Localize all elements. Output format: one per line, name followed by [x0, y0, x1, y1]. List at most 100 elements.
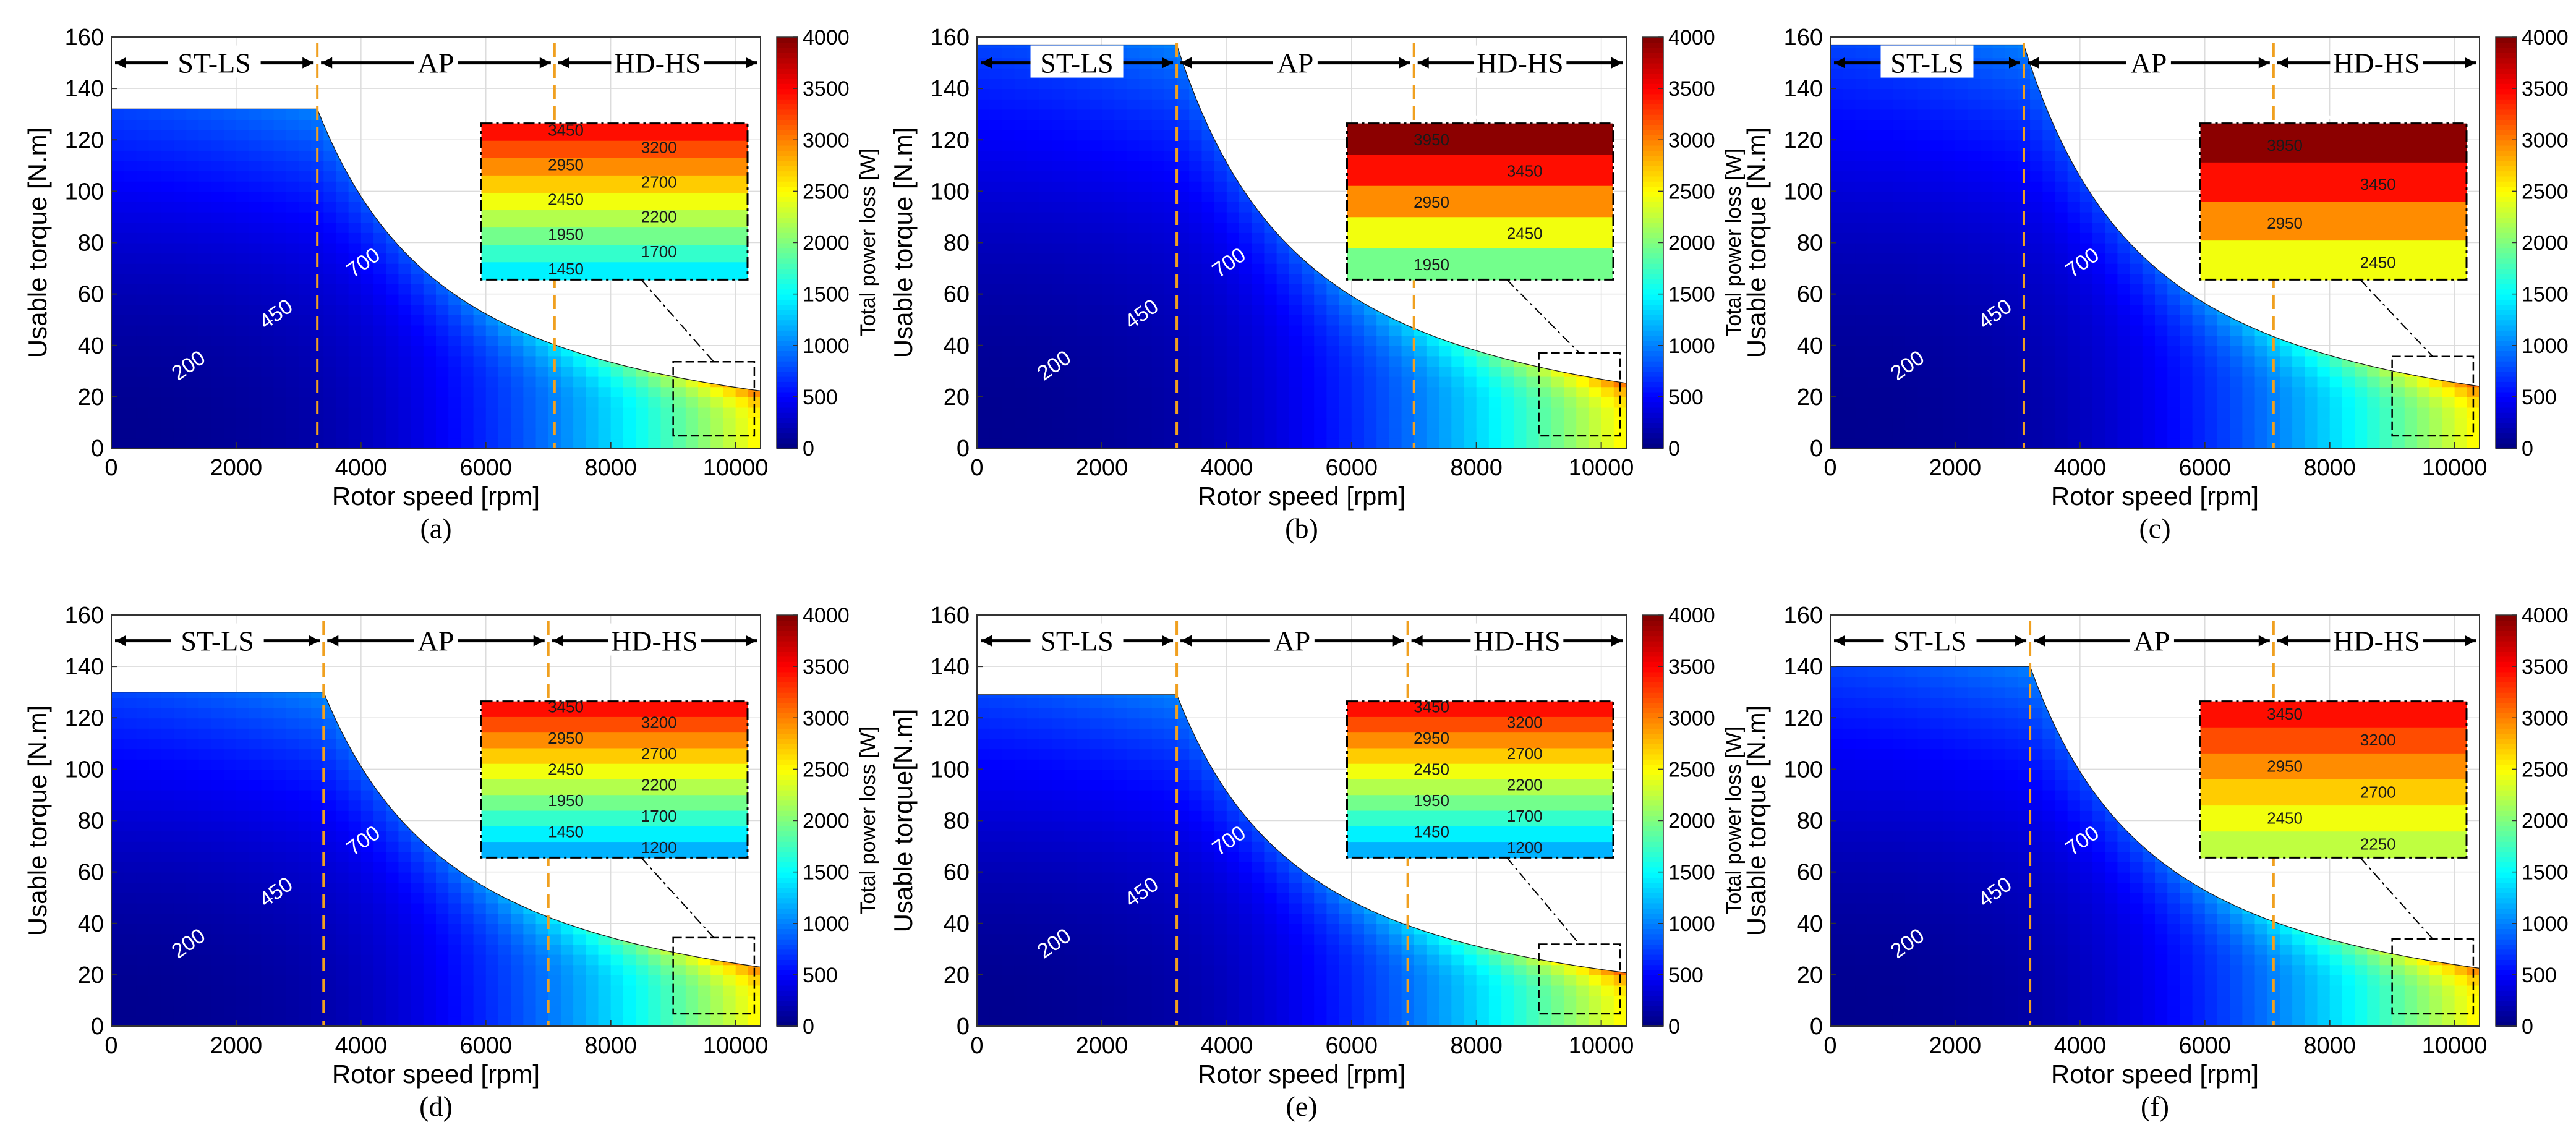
colorbar-segment — [1642, 57, 1663, 64]
heat-cell — [1351, 335, 1365, 346]
heat-cell — [211, 160, 224, 172]
heat-cell — [1930, 191, 1943, 202]
heat-cell — [111, 191, 125, 202]
heat-cell — [423, 427, 437, 439]
heat-cell — [1264, 427, 1277, 439]
colorbar-segment — [1642, 427, 1663, 434]
heat-cell — [660, 376, 674, 388]
heat-cell — [1214, 191, 1227, 202]
heat-cell — [1189, 284, 1203, 295]
heat-cell — [1917, 273, 1931, 284]
heat-cell — [1189, 304, 1203, 315]
heat-cell — [124, 160, 137, 172]
heat-cell — [1002, 314, 1015, 326]
heat-cell — [1302, 427, 1315, 439]
heat-cell — [1955, 355, 1969, 367]
heat-cell — [124, 119, 137, 130]
heat-cell — [211, 314, 224, 326]
heat-cell — [249, 284, 262, 295]
heat-cell — [1917, 284, 1931, 295]
heat-cell — [124, 211, 137, 223]
heat-cell — [636, 386, 649, 397]
heat-cell — [1855, 427, 1869, 439]
heat-cell — [198, 438, 212, 448]
heat-cell — [2030, 180, 2044, 192]
heat-cell — [286, 150, 299, 161]
colorbar-segment — [777, 62, 798, 69]
heat-cell — [1289, 335, 1302, 346]
heat-cell — [348, 273, 362, 284]
heat-cell — [1302, 273, 1315, 284]
heat-cell — [1014, 222, 1028, 233]
heat-cell — [1830, 345, 1844, 357]
heat-cell — [386, 325, 399, 336]
heat-cell — [1476, 355, 1490, 367]
heat-cell — [610, 386, 624, 397]
inset-band — [481, 227, 748, 246]
heat-cell — [1276, 417, 1290, 428]
colorbar-segment — [1642, 216, 1663, 223]
heat-cell — [1326, 314, 1340, 326]
heat-cell — [148, 191, 162, 202]
heat-cell — [1064, 222, 1078, 233]
heat-cell — [1214, 294, 1227, 305]
heat-cell — [1276, 253, 1290, 264]
colorbar-segment — [777, 191, 798, 197]
heat-cell — [1002, 160, 1015, 172]
heat-cell — [1830, 386, 1844, 397]
heat-cell — [1139, 366, 1153, 377]
heat-cell — [977, 171, 991, 182]
heat-cell — [161, 222, 174, 233]
heat-cell — [360, 396, 375, 408]
heat-cell — [136, 253, 150, 264]
heat-cell — [1089, 119, 1102, 130]
heat-cell — [1039, 242, 1053, 254]
heat-cell — [485, 438, 499, 448]
heat-cell — [1127, 129, 1140, 141]
heat-cell — [198, 129, 212, 141]
colorbar-segment — [777, 268, 798, 274]
heat-cell — [1917, 119, 1931, 130]
heat-cell — [1114, 78, 1128, 90]
heat-cell — [386, 438, 399, 448]
heat-cell — [710, 386, 724, 397]
heat-cell — [148, 222, 162, 233]
heat-cell — [1002, 366, 1015, 377]
heat-cell — [436, 427, 450, 439]
heat-cell — [1942, 232, 1956, 244]
heat-cell — [1289, 304, 1302, 315]
heat-cell — [1014, 47, 1028, 59]
heat-cell — [660, 396, 674, 408]
heat-cell — [710, 407, 724, 418]
heat-cell — [1339, 417, 1352, 428]
heat-cell — [2030, 284, 2044, 295]
heat-cell — [1289, 427, 1302, 439]
heat-cell — [485, 335, 499, 346]
heat-cell — [1968, 109, 1981, 120]
heat-cell — [1101, 407, 1115, 418]
heat-cell — [2067, 355, 2081, 367]
heat-cell — [1905, 232, 1919, 244]
heat-cell — [1905, 140, 1919, 151]
colorbar-segment — [777, 345, 798, 352]
heat-cell — [360, 325, 375, 336]
colorbar-segment — [1642, 386, 1663, 393]
heat-cell — [124, 294, 137, 305]
heat-cell — [1955, 109, 1969, 120]
heat-cell — [1289, 294, 1302, 305]
heat-cell — [473, 376, 487, 388]
region-label-2: AP — [418, 48, 454, 79]
colorbar-segment — [777, 417, 798, 423]
heat-cell — [286, 345, 299, 357]
heat-cell — [423, 314, 437, 326]
heat-cell — [1830, 396, 1844, 408]
heat-cell — [1026, 407, 1040, 418]
heat-cell — [2030, 232, 2044, 244]
heat-cell — [485, 366, 499, 377]
heat-cell — [373, 335, 387, 346]
heat-cell — [1302, 366, 1315, 377]
heat-cell — [1314, 417, 1328, 428]
heat-cell — [286, 273, 299, 284]
heat-cell — [1830, 314, 1844, 326]
heat-cell — [223, 129, 237, 141]
